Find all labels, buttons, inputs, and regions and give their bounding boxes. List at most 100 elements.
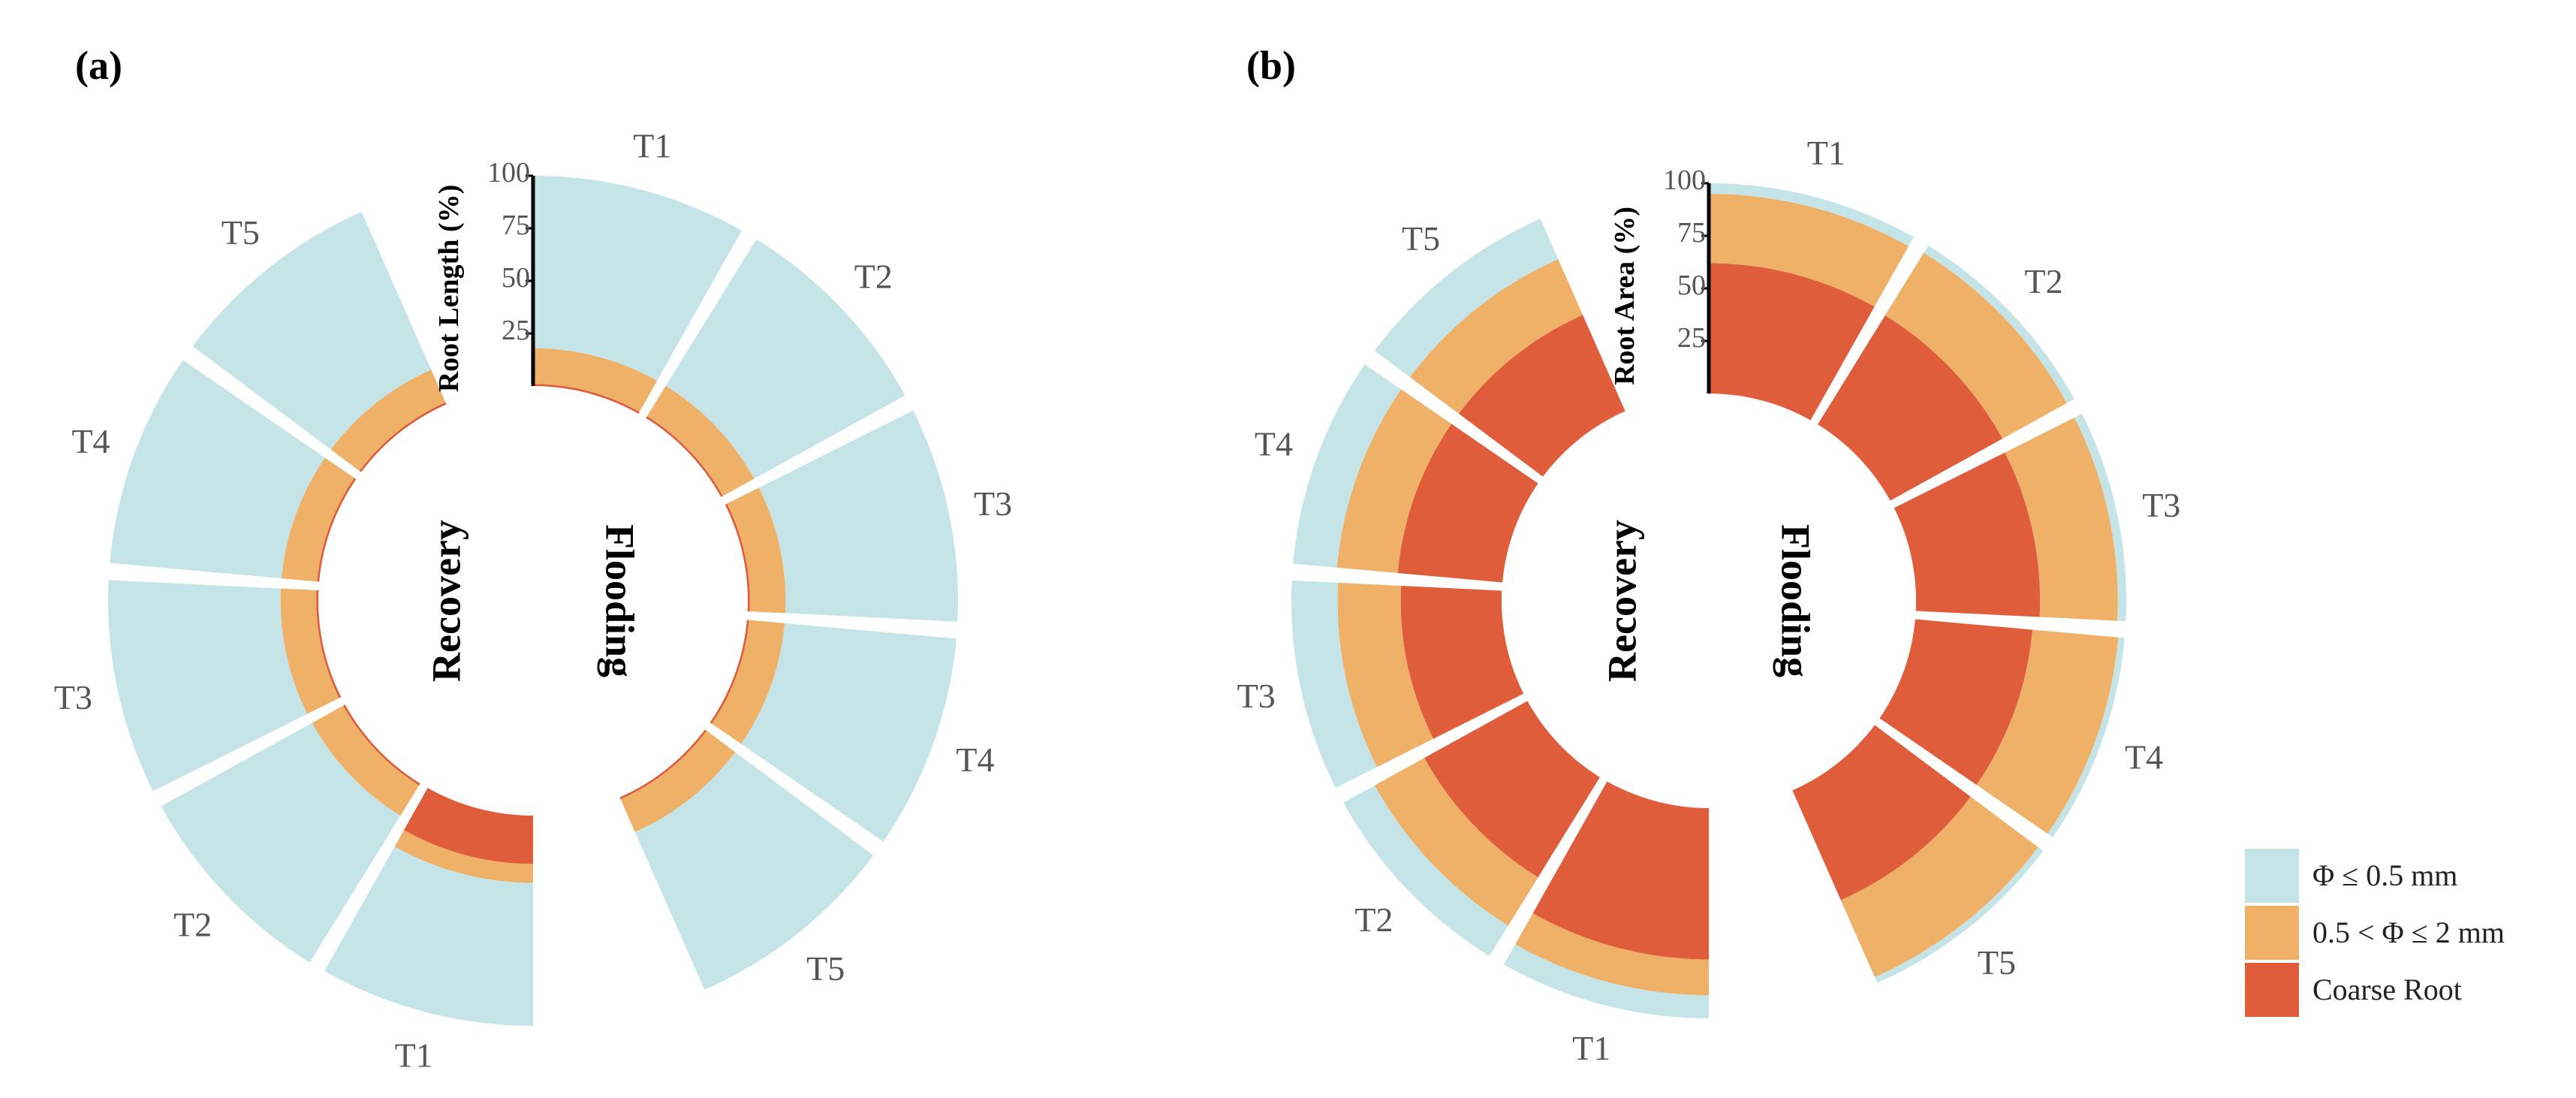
- segment-coarse-root-flooding-t5: [1792, 725, 1971, 900]
- segment-medium-root-recovery-t1: [394, 830, 533, 883]
- category-label-flooding-t5: T5: [1978, 943, 2016, 982]
- category-label-recovery-t2: T2: [1354, 900, 1393, 939]
- segment-coarse-root-recovery-t1: [1532, 781, 1709, 960]
- segment-medium-root-flooding-t1: [533, 348, 658, 412]
- panel-label: (a): [75, 43, 122, 88]
- bar-flooding-t2: [1818, 245, 2074, 501]
- category-label-recovery-t4: T4: [1255, 424, 1293, 463]
- category-label-recovery-t5: T5: [1402, 219, 1440, 258]
- segment-coarse-root-recovery-t4: [1397, 424, 1538, 583]
- segment-coarse-root-recovery-t1: [403, 788, 533, 864]
- segment-fine-root-recovery-t5: [1374, 219, 1559, 378]
- segment-medium-root-recovery-t3: [280, 588, 339, 714]
- bar-recovery-t1: [1504, 781, 1709, 1018]
- segment-medium-root-flooding-t5: [1840, 796, 2038, 978]
- segment-fine-root-recovery-t1: [324, 846, 533, 1026]
- bar-recovery-t4: [110, 360, 357, 582]
- segment-fine-root-flooding-t1: [533, 176, 742, 381]
- category-label-recovery-t1: T1: [395, 1036, 433, 1075]
- segment-fine-root-recovery-t1: [1504, 944, 1709, 1018]
- category-label-recovery-t5: T5: [221, 213, 260, 252]
- segment-medium-root-recovery-t4: [1336, 389, 1452, 574]
- segment-coarse-root-recovery-t5: [1458, 315, 1625, 477]
- segment-coarse-root-recovery-t3: [316, 590, 342, 698]
- segment-fine-root-flooding-t3: [2074, 414, 2126, 622]
- bar-flooding-t4: [1879, 619, 2125, 837]
- axis-tick-label-75: 75: [502, 210, 530, 241]
- panel-a-root-length: (a) T1 T2 T3 T4 T5 Flooding T1 T2 T3 T4 T5 Recovery 2…: [54, 43, 1012, 1075]
- segment-fine-root-flooding-t5: [1874, 847, 2044, 983]
- group-label-recovery: Recovery: [1599, 520, 1644, 682]
- bar-flooding-t4: [710, 620, 957, 842]
- segment-fine-root-recovery-t5: [192, 212, 432, 450]
- segment-medium-root-flooding-t4: [712, 620, 785, 744]
- legend-label-2: Coarse Root: [2312, 973, 2462, 1006]
- legend-label-1: 0.5 < Φ ≤ 2 mm: [2312, 916, 2505, 949]
- bar-recovery-t5: [1374, 219, 1625, 477]
- segment-coarse-root-flooding-t3: [1894, 452, 2041, 617]
- category-label-flooding-t4: T4: [956, 741, 994, 779]
- segment-medium-root-flooding-t4: [1976, 629, 2119, 834]
- segment-medium-root-flooding-t3: [727, 487, 786, 614]
- legend: Φ ≤ 0.5 mm 0.5 < Φ ≤ 2 mm Coarse Root: [2245, 849, 2505, 1017]
- bar-recovery-t5: [192, 212, 447, 472]
- segment-fine-root-flooding-t2: [1924, 245, 2074, 403]
- segment-fine-root-flooding-t3: [758, 410, 958, 622]
- category-label-flooding-t4: T4: [2125, 738, 2163, 777]
- category-label-recovery-t3: T3: [1237, 677, 1276, 715]
- segment-medium-root-recovery-t2: [312, 705, 420, 816]
- bar-recovery-t1: [324, 788, 533, 1026]
- segment-medium-root-flooding-t3: [2005, 418, 2118, 621]
- segment-medium-root-flooding-t1: [1709, 194, 1909, 307]
- bar-recovery-t3: [107, 580, 342, 792]
- segment-medium-root-recovery-t4: [281, 457, 354, 582]
- panel-b-root-area: (b) T1 T2 T3 T4 T5 Flooding T1 T2 T3 T4 T5 Recovery 2…: [1237, 43, 2181, 1067]
- segment-fine-root-flooding-t4: [741, 623, 957, 842]
- segment-fine-root-recovery-t3: [1291, 580, 1377, 788]
- category-label-recovery-t3: T3: [54, 678, 92, 716]
- category-label-flooding-t3: T3: [2142, 486, 2180, 524]
- segment-fine-root-recovery-t4: [110, 360, 325, 579]
- bar-flooding-t1: [1709, 183, 1914, 421]
- bar-flooding-t5: [1792, 725, 2044, 983]
- axis-tick-label-75: 75: [1677, 217, 1706, 249]
- bar-recovery-t2: [1343, 701, 1600, 957]
- bar-flooding-t1: [533, 176, 742, 414]
- axis-tick-label-50: 50: [1677, 270, 1706, 301]
- bar-flooding-t3: [725, 410, 958, 622]
- segment-fine-root-flooding-t4: [2047, 637, 2125, 837]
- segment-coarse-root-recovery-t2: [1424, 701, 1600, 878]
- segment-fine-root-flooding-t1: [1709, 183, 1914, 246]
- axis-title: Root Length (%): [433, 185, 465, 393]
- segment-medium-root-flooding-t2: [646, 385, 755, 496]
- segment-fine-root-recovery-t2: [161, 722, 401, 963]
- axis-tick-label-25: 25: [502, 315, 530, 346]
- bar-recovery-t2: [161, 704, 420, 963]
- segment-coarse-root-flooding-t2: [1818, 315, 2003, 501]
- segment-fine-root-flooding-t5: [634, 752, 874, 990]
- bar-recovery-t3: [1291, 580, 1524, 788]
- group-label-flooding: Flooding: [1773, 524, 1818, 677]
- category-label-flooding-t5: T5: [806, 949, 845, 988]
- category-label-recovery-t2: T2: [173, 906, 212, 944]
- segment-medium-root-recovery-t2: [1374, 758, 1538, 926]
- axis-tick-label-100: 100: [487, 157, 530, 189]
- segment-coarse-root-recovery-t3: [1400, 585, 1524, 739]
- bar-flooding-t2: [646, 239, 905, 497]
- segment-medium-root-recovery-t1: [1515, 913, 1709, 996]
- bar-flooding-t3: [1894, 414, 2126, 622]
- group-label-flooding: Flooding: [598, 524, 643, 677]
- bar-recovery-t4: [1293, 364, 1538, 583]
- segment-fine-root-recovery-t4: [1293, 364, 1402, 568]
- legend-swatch-1: [2245, 906, 2299, 960]
- category-label-recovery-t4: T4: [71, 422, 110, 460]
- segment-medium-root-recovery-t3: [1337, 582, 1434, 768]
- bar-flooding-t5: [619, 729, 874, 990]
- segment-medium-root-recovery-t5: [1409, 259, 1583, 414]
- category-label-flooding-t3: T3: [974, 484, 1012, 523]
- segment-fine-root-recovery-t2: [1343, 785, 1508, 957]
- legend-label-0: Φ ≤ 0.5 mm: [2312, 858, 2457, 892]
- segment-fine-root-recovery-t3: [107, 580, 308, 792]
- legend-swatch-0: [2245, 849, 2299, 903]
